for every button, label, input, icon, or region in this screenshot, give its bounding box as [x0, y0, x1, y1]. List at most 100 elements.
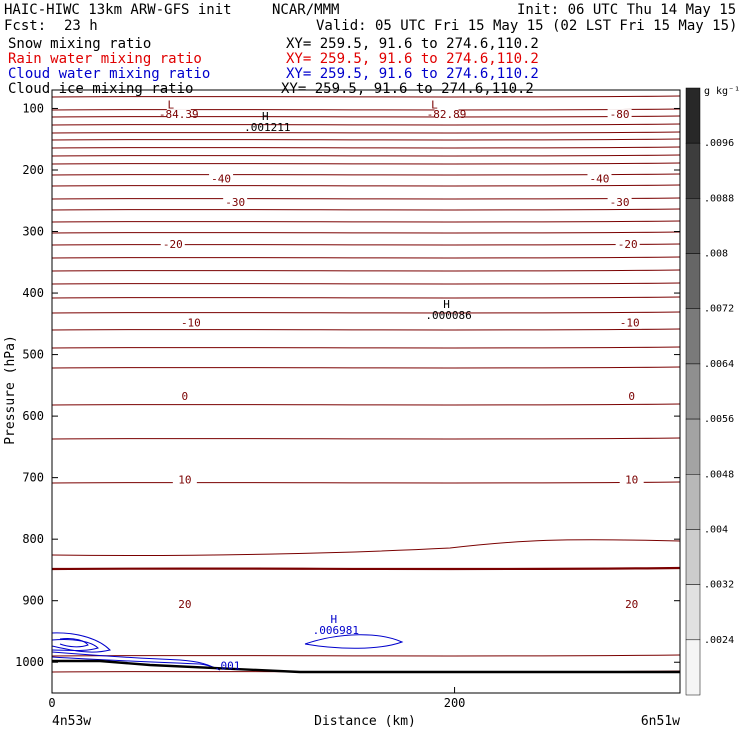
right-endpoint-label: 6n51w: [641, 714, 680, 729]
left-endpoint-label: 4n53w: [52, 714, 91, 729]
y-tick-label: 800: [22, 532, 44, 546]
isotherm-line: [51, 131, 681, 134]
temperature-contour-label: -30: [225, 196, 245, 209]
cloud-water-contour: [51, 632, 111, 653]
temperature-contour-label: 10: [178, 474, 191, 487]
isotherm-line: [51, 346, 681, 349]
colorbar-level-label: .0096: [704, 138, 734, 149]
cloud-water-contour: [304, 634, 404, 649]
temperature-label-bg: [172, 390, 197, 402]
isotherm-line: [51, 566, 681, 571]
y-tick-label: 200: [22, 163, 44, 177]
y-tick-label: 600: [22, 409, 44, 423]
colorbar-level-label: .0064: [704, 359, 734, 370]
field-xy-cloud-ice: XY= 259.5, 91.6 to 274.6,110.2: [281, 81, 534, 97]
temperature-contour-label: -30: [610, 196, 630, 209]
temperature-contour-label: -20: [618, 238, 638, 251]
temperature-label-bg: [223, 197, 248, 209]
temperature-contour-label: 10: [625, 474, 638, 487]
colorbar-level-label: .008: [704, 249, 728, 260]
colorbar-level-label: .004: [704, 524, 728, 535]
isotherm-line: [51, 184, 681, 187]
contour-labels: -84.39 -82.89 -80-40 -40-30 -30-20 -20-10 -100…: [159, 98, 644, 672]
isotherm-line: [51, 146, 681, 149]
colorbar-level-label: .0032: [704, 580, 734, 591]
temperature-label-bg: [587, 173, 612, 185]
isotherm-line: [51, 539, 681, 557]
temperature-label-bg: [209, 173, 234, 185]
isotherm-line: [51, 269, 681, 272]
isotherm-line: [51, 366, 681, 369]
temperature-contour-label: -84.39: [159, 108, 199, 121]
colorbar-segment: [685, 639, 701, 696]
colorbar-segment: [685, 142, 701, 199]
temperature-contours: [51, 95, 681, 673]
low-extremum-symbol: L: [431, 98, 438, 111]
isotherm-line: [51, 162, 681, 165]
field-xy-rain: XY= 259.5, 91.6 to 274.6,110.2: [286, 51, 539, 67]
isotherm-line: [51, 231, 681, 234]
model-title: HAIC-HIWC 13km ARW-GFS init: [4, 2, 232, 18]
temperature-label-bg: [615, 238, 640, 250]
colorbar-segment: [685, 529, 701, 585]
temperature-contour-label: 0: [182, 390, 189, 403]
extremum-value-label: .000086: [425, 309, 471, 322]
temperature-contour-label: 20: [178, 598, 191, 611]
colorbar: .0096 .0088 .008 .0072 .0064 .0056 .0048 .004 .0…: [685, 87, 734, 696]
field-name-rain: Rain water mixing ratio: [8, 51, 202, 67]
terrain-surface: [52, 659, 680, 674]
colorbar-segment: [685, 474, 701, 530]
temperature-contour-label: -40: [211, 173, 231, 186]
temperature-contour-label: -40: [590, 173, 610, 186]
init-time: Init: 06 UTC Thu 14 May 15: [517, 2, 737, 18]
colorbar-segment: [685, 87, 701, 144]
temperature-contour-label: 0: [628, 390, 635, 403]
isotherm-line: [51, 654, 681, 657]
high-extremum-symbol: H: [262, 110, 269, 123]
y-tick-label: 500: [22, 348, 44, 362]
x-axis-title: Distance (km): [314, 714, 416, 729]
plot-frame: [51, 89, 681, 694]
extremum-value-label: .006981: [313, 624, 359, 637]
cloud-water-contour: [51, 639, 99, 651]
isotherm-line: [51, 154, 681, 157]
colorbar-level-label: .0088: [704, 193, 734, 204]
temperature-contour-label: -10: [620, 317, 640, 330]
colorbar-unit: g kg⁻¹: [704, 86, 740, 97]
y-tick-label: 700: [22, 471, 44, 485]
y-axis-title: Pressure (hPa): [3, 335, 18, 445]
temperature-contour-label: -20: [163, 238, 183, 251]
temperature-label-bg: [172, 474, 197, 486]
field-name-cloud-water: Cloud water mixing ratio: [8, 66, 211, 82]
forecast-label: Fcst:: [4, 18, 47, 34]
terrain-line: [52, 659, 680, 674]
high-extremum-symbol: H: [443, 298, 450, 311]
colorbar-segment: [685, 308, 701, 365]
colorbar-level-label: .0056: [704, 414, 734, 425]
temperature-label-bg: [434, 109, 459, 121]
field-name-cloud-ice: Cloud ice mixing ratio: [8, 81, 194, 97]
isotherm-line: [51, 108, 681, 111]
y-tick-label: 900: [22, 594, 44, 608]
isotherm-line: [51, 208, 681, 211]
isotherm-line: [51, 95, 681, 98]
isotherm-line: [51, 311, 681, 314]
colorbar-segment: [685, 584, 701, 641]
temperature-label-bg: [607, 109, 632, 121]
isotherm-line: [51, 282, 681, 285]
colorbar-level-label: .0048: [704, 469, 734, 480]
colorbar-segment: [685, 253, 701, 309]
isotherm-line: [51, 123, 681, 126]
temperature-label-bg: [160, 238, 185, 250]
isotherm-line: [51, 437, 681, 440]
isotherm-line: [51, 173, 681, 176]
temperature-label-bg: [607, 197, 632, 209]
isotherm-line: [51, 197, 681, 200]
y-tick-label: 400: [22, 286, 44, 300]
forecast-hour: 23 h: [64, 18, 98, 34]
cloud-water-contour: [59, 638, 89, 648]
isotherm-line: [51, 138, 681, 141]
isotherm-line: [51, 243, 681, 246]
temperature-contour-label: -80: [610, 108, 630, 121]
